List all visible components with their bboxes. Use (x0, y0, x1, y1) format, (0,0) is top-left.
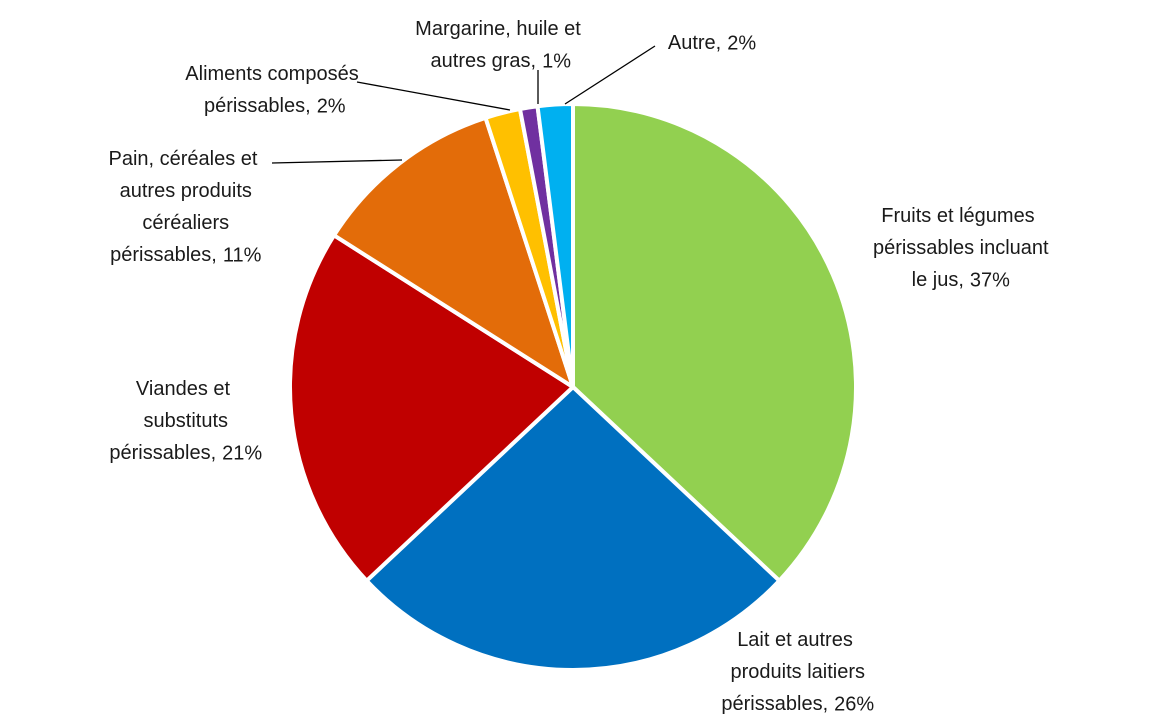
data-label: Margarine, huile et autres gras, (415, 18, 581, 72)
leader-line (564, 45, 656, 105)
data-label: Pain, céréales et autres produits céréal… (105, 148, 258, 266)
data-label: Lait et autres produits laitiers périssa… (716, 629, 865, 715)
data-label: Fruits et légumes périssables incluant l… (867, 205, 1049, 291)
leader-line (356, 81, 511, 111)
pie-slice (364, 385, 782, 672)
leader-line (271, 159, 403, 164)
value-label: 11% (223, 244, 262, 266)
pie-slice (332, 115, 575, 389)
data-label: Aliments composés périssables, (185, 63, 358, 117)
pie-slice (571, 102, 858, 583)
value-label: 2% (727, 32, 756, 54)
pie-slice (288, 233, 575, 583)
data-label: Autre, (668, 32, 721, 54)
value-label: 21% (222, 442, 262, 464)
pie (288, 102, 858, 672)
pie-slice (535, 102, 575, 389)
value-label: 37% (970, 269, 1010, 291)
value-label: 2% (317, 95, 346, 117)
value-label: 1% (542, 50, 571, 72)
value-label: 26% (834, 693, 874, 715)
data-label: Viandes et substituts périssables, (104, 378, 231, 464)
labels: Fruits et légumes périssables incluant l… (104, 18, 1049, 715)
